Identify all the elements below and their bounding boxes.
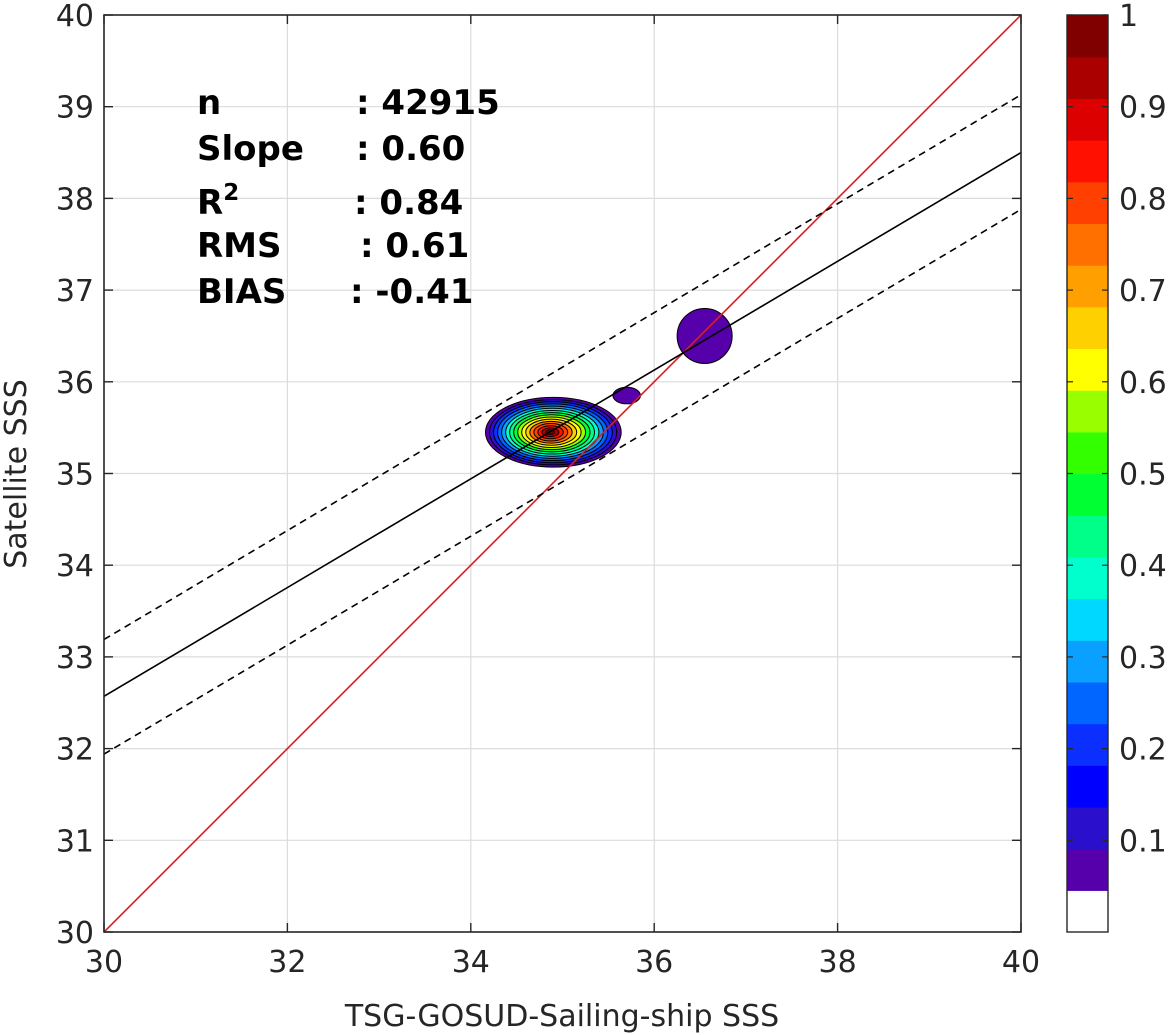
density-contour-level (612, 386, 641, 405)
x-tick-label: 34 (452, 945, 490, 980)
colorbar-tick-label: 1 (1119, 0, 1138, 34)
colorbar-segment (1067, 306, 1108, 350)
colorbar-segment (1067, 431, 1108, 475)
colorbar-segment (1067, 181, 1108, 225)
colorbar-segment (1067, 681, 1108, 725)
density-contour-level (676, 307, 733, 364)
x-tick-label: 36 (635, 945, 673, 980)
colorbar-tick-label: 0.4 (1119, 549, 1167, 584)
colorbar-segment (1067, 640, 1108, 683)
x-axis-title: TSG-GOSUD-Sailing-ship SSS (344, 999, 779, 1034)
grid (104, 15, 1021, 932)
colorbar-segment (1067, 473, 1108, 516)
y-tick-label: 38 (56, 182, 94, 217)
y-tick-label: 40 (56, 0, 94, 34)
stat-label: BIAS (197, 272, 286, 312)
y-tick-label: 33 (56, 641, 94, 676)
colorbar-segment (1067, 390, 1108, 433)
regression-plus-rms-line (104, 94, 1021, 641)
density-blob (612, 386, 641, 405)
y-tick-label: 37 (56, 274, 94, 309)
x-tick-label: 30 (85, 945, 123, 980)
x-tick-label: 38 (819, 945, 857, 980)
density-blob (676, 307, 733, 364)
colorbar-tick-label: 0.3 (1119, 641, 1167, 676)
colorbar-tick-label: 0.1 (1119, 824, 1167, 859)
stat-label: Slope (197, 129, 304, 169)
colorbar-segment (1067, 140, 1108, 183)
y-tick-label: 36 (56, 366, 94, 401)
one-to-one-line (104, 15, 1021, 932)
x-tick-label: 40 (1002, 945, 1040, 980)
colorbar-tick-label: 0.7 (1119, 274, 1167, 309)
colorbar-segment (1067, 765, 1108, 808)
colorbar-segment (1067, 223, 1108, 266)
stat-value: : 42915 (356, 83, 500, 123)
colorbar: 0.1 0.2 0.3 0.4 0.5 0.6 0.7 0.8 0.9 1 (1066, 0, 1167, 933)
stat-value: : 0.84 (354, 183, 463, 223)
colorbar-segment (1067, 556, 1108, 600)
stat-label: n (197, 83, 221, 123)
stat-value: : 0.61 (360, 226, 469, 266)
y-tick-label: 34 (56, 549, 94, 584)
y-axis-title: Satellite SSS (0, 379, 34, 569)
y-tick-label: 30 (56, 916, 94, 951)
colorbar-segment (1067, 598, 1108, 641)
y-tick-label: 32 (56, 733, 94, 768)
colorbar-tick-label: 0.5 (1119, 458, 1167, 493)
y-tick-label: 31 (56, 824, 94, 859)
colorbar-segment (1067, 56, 1108, 99)
colorbar-segment (1067, 15, 1108, 58)
y-tick-label: 39 (56, 91, 94, 126)
plot-area: 30 32 34 36 38 40 30 31 32 33 34 35 36 37 38 39 40 (56, 0, 1040, 980)
colorbar-segment (1067, 848, 1108, 891)
plot-content (104, 15, 1021, 932)
stat-label-superscript: 2 (223, 180, 239, 206)
colorbar-tick-label: 0.8 (1119, 182, 1167, 217)
colorbar-segment (1067, 890, 1108, 933)
colorbar-segment (1067, 515, 1108, 558)
x-tick-label: 32 (268, 945, 306, 980)
colorbar-segment (1067, 723, 1108, 766)
y-tick-label: 35 (56, 458, 94, 493)
colorbar-tick-label: 0.6 (1119, 366, 1167, 401)
regression-minus-rms-line (104, 208, 1021, 755)
colorbar-segment (1067, 265, 1108, 308)
colorbar-segment (1067, 348, 1108, 391)
colorbar-segment (1067, 806, 1108, 850)
colorbar-segment (1067, 98, 1108, 141)
density-blob (484, 396, 622, 468)
stat-value: : 0.60 (356, 129, 465, 169)
stat-label: RMS (197, 226, 282, 266)
colorbar-tick-label: 0.2 (1119, 733, 1167, 768)
colorbar-tick-label: 0.9 (1119, 91, 1167, 126)
regression-line (104, 151, 1021, 698)
stat-value: : -0.41 (350, 272, 473, 312)
